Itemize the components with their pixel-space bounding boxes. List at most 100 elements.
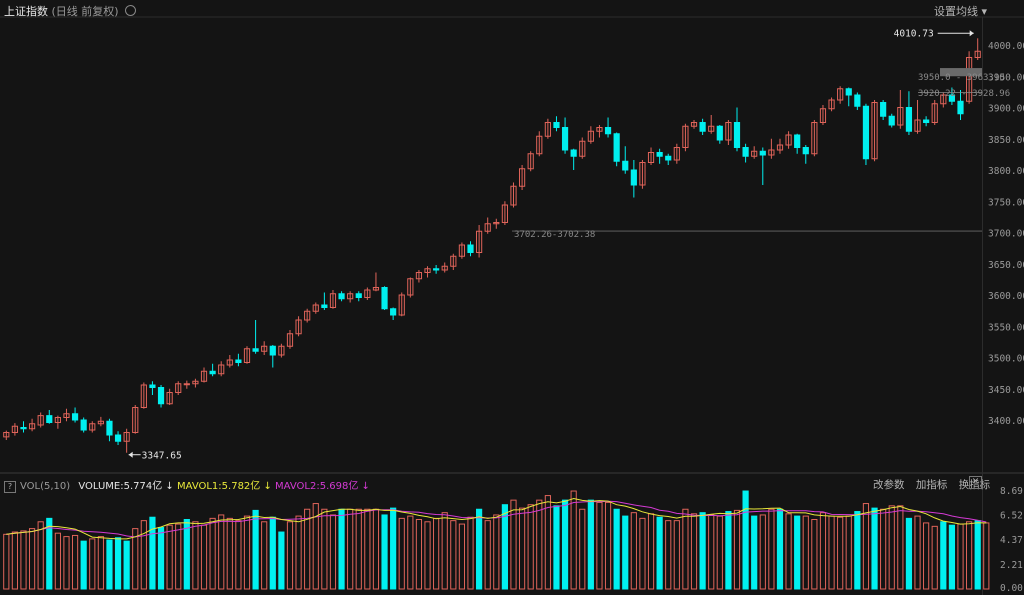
volume-bar <box>338 508 345 590</box>
candle-body <box>286 333 294 347</box>
price-tick-label: 3700.00 <box>988 229 1024 240</box>
candle-body <box>604 127 612 135</box>
volume-bar <box>467 516 474 590</box>
add-indicator-button[interactable]: 加指标 <box>915 479 948 491</box>
close-icon[interactable]: ✕ <box>969 476 982 489</box>
volume-bar <box>398 517 405 590</box>
volume-bar <box>501 504 508 590</box>
candle-body <box>682 125 689 148</box>
candle-body <box>28 423 36 430</box>
volume-bar <box>656 516 663 590</box>
mavol1-line <box>6 497 987 540</box>
candle-body <box>192 380 199 385</box>
candle-body <box>751 150 758 157</box>
candle-body <box>622 160 629 171</box>
volume-bar <box>476 508 483 590</box>
volume-bar <box>415 519 423 590</box>
volume-bar <box>871 507 878 590</box>
candle-body <box>785 134 792 146</box>
candle-body <box>733 122 741 148</box>
candle-body <box>871 102 878 160</box>
volume-bar <box>407 515 414 590</box>
candle-body <box>613 133 620 162</box>
volume-bar <box>673 520 680 590</box>
candle-body <box>561 127 569 151</box>
candle-body <box>149 384 156 388</box>
candle-body <box>140 384 147 408</box>
candle-body <box>80 419 87 431</box>
candle-body <box>553 122 560 128</box>
candle-body <box>54 417 61 423</box>
volume-bar <box>570 490 577 590</box>
volume-bar <box>768 508 775 590</box>
candle-body <box>183 383 190 386</box>
candle-body <box>89 423 96 431</box>
volume-bar <box>3 533 10 590</box>
volume-bar <box>862 503 870 590</box>
volume-header: ? VOL(5,10) VOLUME:5.774亿 ↓ MAVOL1:5.782亿… <box>4 477 370 493</box>
volume-bar <box>183 519 190 590</box>
candle-body <box>166 392 173 405</box>
volume-bar <box>622 515 629 590</box>
candle-body <box>518 168 526 187</box>
price-tick-label: 3450.00 <box>988 385 1024 396</box>
volume-bar <box>458 523 466 590</box>
index-title[interactable]: 上证指数 <box>4 5 48 18</box>
candle-body <box>390 308 397 316</box>
volume-bar <box>304 508 311 590</box>
range-label: 3920.22 - 3928.96 <box>918 89 1010 99</box>
high-arrowhead <box>969 30 974 37</box>
volume-value: VOLUME:5.774亿 <box>78 481 163 492</box>
volume-bar <box>811 519 818 590</box>
help-icon[interactable]: ? <box>4 481 16 493</box>
candle-body <box>708 125 715 132</box>
volume-bar <box>269 516 276 590</box>
volume-bar <box>132 528 139 590</box>
volume-bar <box>604 501 612 590</box>
candle-body <box>742 147 749 157</box>
volume-bar <box>390 507 397 590</box>
price-tick-label: 3500.00 <box>988 354 1024 365</box>
volume-bar <box>561 499 569 590</box>
volume-bar <box>54 532 61 590</box>
volume-bar <box>218 514 225 590</box>
volume-bar <box>828 515 835 590</box>
candle-body <box>570 149 577 157</box>
candle-body <box>923 119 930 123</box>
candle-body <box>46 415 53 423</box>
volume-bar <box>295 515 302 590</box>
period-label[interactable]: (日线 前复权) <box>51 5 119 18</box>
candle-body <box>424 268 431 273</box>
price-tick-label: 3650.00 <box>988 260 1024 271</box>
volume-bar <box>433 517 440 590</box>
volume-bar <box>639 517 646 590</box>
candle-body <box>355 293 362 298</box>
candle-body <box>415 272 423 280</box>
edit-params-button[interactable]: 改参数 <box>873 479 905 491</box>
candle-body <box>484 223 491 232</box>
candle-body <box>476 230 483 253</box>
volume-bar <box>690 513 698 590</box>
volume-tick-label: 0.00 <box>1000 583 1023 594</box>
candle-body <box>157 387 165 405</box>
volume-bar <box>914 515 921 590</box>
candle-body <box>3 432 10 438</box>
candle-body <box>579 140 586 157</box>
volume-bar <box>114 537 122 590</box>
candle-body <box>725 122 732 141</box>
switch-indicator-button[interactable]: 换指标 <box>958 479 991 491</box>
volume-bar <box>46 517 53 590</box>
price-tick-label: 4000.00 <box>988 41 1024 52</box>
volume-bar <box>321 508 328 590</box>
volume-bar <box>278 531 285 590</box>
volume-bar <box>837 516 844 590</box>
volume-bar <box>329 514 337 590</box>
volume-tick-label: 2.21 <box>1000 560 1023 571</box>
candle-body <box>888 115 895 126</box>
volume-bar <box>553 505 560 590</box>
candle-body <box>458 244 466 257</box>
ma-setting-button[interactable]: 设置均线 ▾ <box>934 5 988 18</box>
candle-body <box>441 265 448 271</box>
gear-icon[interactable] <box>125 5 137 16</box>
